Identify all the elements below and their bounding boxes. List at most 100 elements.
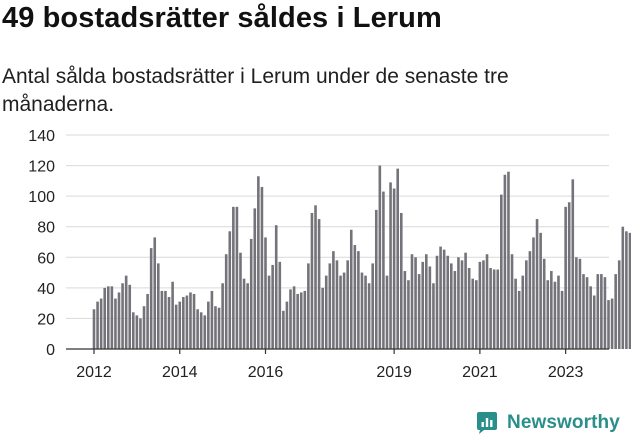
newsworthy-logo: Newsworthy	[475, 408, 620, 438]
bar	[242, 278, 246, 349]
bar	[135, 315, 139, 349]
bar	[396, 168, 399, 349]
x-tick-label: 2021	[462, 364, 498, 381]
bar	[317, 219, 321, 349]
bar	[296, 293, 299, 349]
bar	[142, 306, 146, 349]
bar	[278, 261, 282, 349]
bar	[560, 290, 564, 349]
bar	[464, 252, 467, 349]
bar	[167, 297, 171, 349]
bar	[364, 275, 367, 349]
bar	[267, 275, 271, 349]
bar	[117, 292, 121, 349]
bar	[110, 286, 114, 349]
bar	[610, 298, 614, 349]
x-tick-label: 2023	[548, 364, 584, 381]
bar	[600, 274, 603, 349]
bar	[571, 179, 575, 349]
bar	[585, 277, 589, 349]
bar	[617, 260, 621, 349]
bar	[314, 205, 317, 349]
bar	[521, 275, 525, 349]
bar	[285, 301, 289, 349]
y-tick-label: 40	[37, 281, 55, 298]
x-tick-label: 2016	[248, 364, 284, 381]
bar	[596, 274, 600, 349]
bar	[264, 237, 267, 349]
bar	[592, 295, 596, 349]
bar	[367, 283, 371, 349]
bar	[153, 237, 157, 349]
bar	[274, 225, 278, 349]
bar	[335, 260, 339, 349]
bar	[257, 176, 260, 349]
bar	[246, 283, 249, 349]
bar	[321, 287, 324, 349]
y-tick-label: 20	[37, 311, 55, 328]
bar	[528, 251, 532, 349]
bar	[564, 206, 567, 349]
bar	[228, 231, 232, 349]
bar	[342, 272, 346, 349]
y-tick-label: 140	[28, 128, 55, 145]
bar	[106, 286, 110, 349]
bar	[146, 293, 149, 349]
bar	[178, 301, 182, 349]
bar	[578, 258, 582, 349]
bar	[282, 310, 285, 349]
x-tick-label: 2012	[76, 364, 112, 381]
bar	[171, 281, 174, 349]
bar	[164, 290, 167, 349]
y-tick-label: 80	[37, 220, 55, 237]
bar	[224, 254, 228, 349]
bar	[550, 271, 553, 349]
bar	[410, 254, 414, 349]
bar	[389, 182, 392, 349]
y-tick-label: 120	[28, 159, 55, 176]
bar	[621, 226, 625, 349]
bar	[339, 275, 342, 349]
bar	[510, 254, 514, 349]
chart-title: 49 bostadsrätter såldes i Lerum	[2, 2, 442, 34]
bar	[382, 191, 385, 349]
bar	[128, 284, 132, 349]
bar	[435, 255, 439, 349]
bar	[428, 266, 432, 349]
bar	[185, 295, 189, 349]
bar	[446, 255, 450, 349]
bar	[450, 263, 453, 349]
bar	[214, 306, 217, 349]
bar	[475, 280, 478, 349]
bar	[542, 258, 546, 349]
bar	[442, 249, 446, 349]
bar	[457, 257, 460, 349]
bar	[503, 174, 507, 349]
bar	[221, 283, 224, 349]
bar	[553, 281, 557, 349]
bar	[517, 290, 521, 349]
bar	[392, 188, 396, 349]
bar	[489, 267, 492, 349]
y-tick-label: 0	[46, 342, 55, 359]
bar	[196, 309, 199, 349]
bar	[424, 254, 428, 349]
bar	[121, 283, 124, 349]
bar	[482, 260, 485, 349]
bar	[303, 290, 307, 349]
bar	[625, 231, 628, 349]
bar	[532, 237, 535, 349]
bar	[514, 278, 517, 349]
bar	[217, 307, 221, 349]
bar	[289, 289, 292, 349]
bar	[414, 257, 417, 349]
bar	[439, 246, 442, 349]
bar	[589, 286, 592, 349]
bar	[124, 275, 128, 349]
bar	[467, 267, 471, 349]
bar	[139, 318, 142, 349]
bar	[357, 251, 360, 349]
bar	[210, 290, 214, 349]
bar	[567, 202, 571, 349]
